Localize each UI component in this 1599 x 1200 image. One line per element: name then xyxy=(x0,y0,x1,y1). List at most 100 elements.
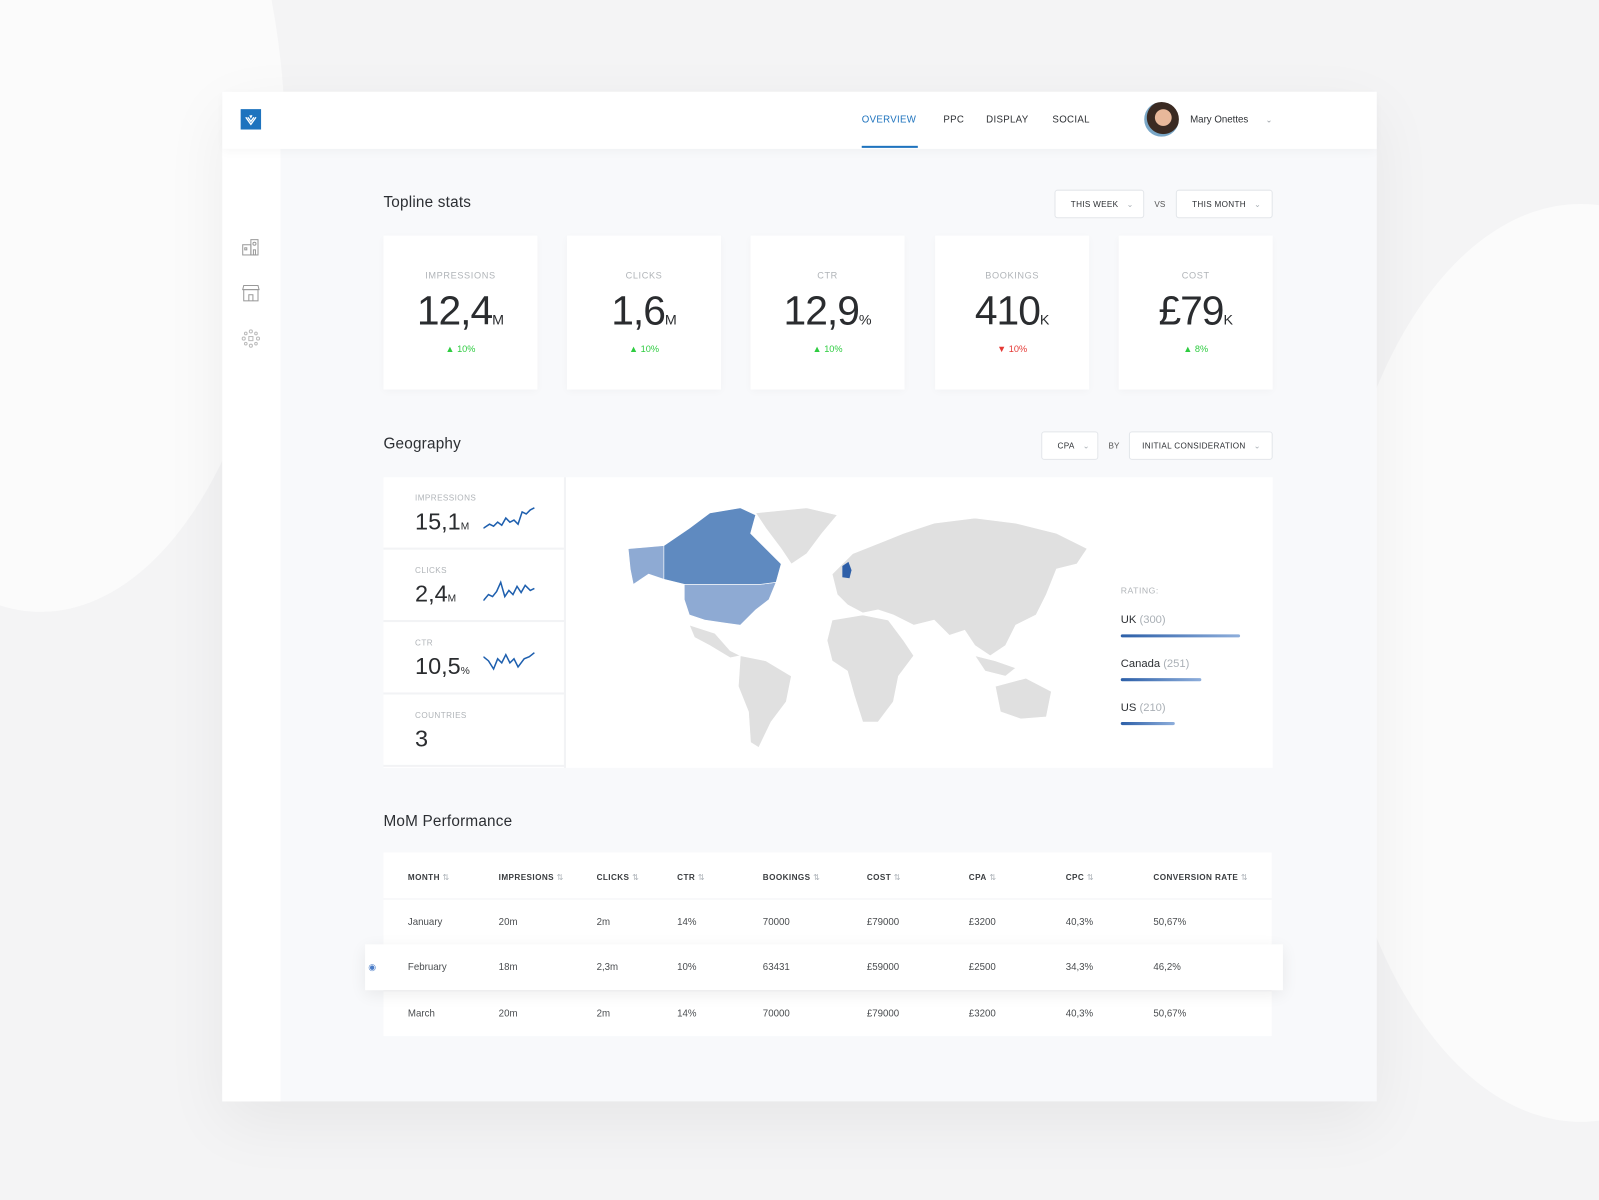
sort-icon[interactable]: ⇅ xyxy=(891,872,902,883)
avatar[interactable] xyxy=(1144,101,1179,137)
geo-stat-unit: % xyxy=(460,665,470,678)
rating-bar xyxy=(1120,678,1202,682)
nav-ppc[interactable]: PPC xyxy=(943,114,965,126)
rating-item-canada: Canada (251) xyxy=(1120,657,1202,682)
sparkline xyxy=(483,507,535,529)
network-icon[interactable] xyxy=(241,328,261,348)
table-cell: February xyxy=(407,961,447,973)
stat-card-clicks[interactable]: CLICKS 1,6M ▲ 10% xyxy=(567,235,721,390)
period-a-dropdown[interactable]: THIS WEEK ⌄ xyxy=(1054,189,1145,219)
chevron-down-icon: ⌄ xyxy=(1082,441,1090,451)
stat-value: 410K xyxy=(935,289,1089,335)
store-icon[interactable] xyxy=(241,282,261,302)
rating-name: UK (300) xyxy=(1121,614,1240,626)
stat-number: £79 xyxy=(1158,288,1224,334)
geo-stat-value: 3 xyxy=(415,725,428,753)
geo-stat-number: 3 xyxy=(415,725,429,752)
stat-value: 12,4M xyxy=(383,289,537,335)
table-cell: 40,3% xyxy=(1065,916,1094,929)
geo-stat-value: 15,1M xyxy=(415,508,469,536)
table-cell: £59000 xyxy=(866,961,900,973)
nav-overview[interactable]: OVERVIEW xyxy=(861,114,917,126)
stat-number: 410 xyxy=(974,288,1041,334)
sort-icon[interactable]: ⇅ xyxy=(1084,872,1095,883)
column-header-clicks[interactable]: CLICKS ⇅ xyxy=(597,873,640,882)
chevron-down-icon[interactable]: ⌄ xyxy=(1265,115,1273,125)
table-cell: 2,3m xyxy=(596,961,619,973)
geography-panel: IMPRESSIONS 15,1M CLICKS 2,4M CTR 10,5% COUNTR… xyxy=(383,477,1273,768)
building-icon[interactable] xyxy=(241,237,261,257)
stat-label: CLICKS xyxy=(625,270,663,281)
stat-card-impressions[interactable]: IMPRESSIONS 12,4M ▲ 10% xyxy=(383,235,538,390)
table-cell: 14% xyxy=(677,916,697,929)
nav-social[interactable]: SOCIAL xyxy=(1052,114,1090,126)
rating-item-uk: UK (300) xyxy=(1120,614,1241,638)
stat-card-ctr[interactable]: CTR 12,9% ▲ 10% xyxy=(750,235,905,390)
rating-label: RATING: xyxy=(1120,585,1159,596)
stat-number: 12,9 xyxy=(783,288,860,334)
column-header-cpc[interactable]: CPC ⇅ xyxy=(1066,873,1094,882)
stat-card-bookings[interactable]: BOOKINGS 410K ▼ 10% xyxy=(935,235,1090,390)
column-header-impresions[interactable]: IMPRESIONS ⇅ xyxy=(499,873,564,882)
stat-number: 1,6 xyxy=(611,288,666,334)
stat-label: COST xyxy=(1181,270,1210,281)
geo-stat-unit: M xyxy=(460,521,470,533)
period-b-dropdown[interactable]: THIS MONTH ⌄ xyxy=(1175,189,1273,219)
table-cell: 70000 xyxy=(762,1008,790,1020)
column-header-bookings[interactable]: BOOKINGS ⇅ xyxy=(763,873,821,882)
column-label: CLICKS xyxy=(596,872,630,883)
table-row[interactable]: ◉ February 18m 2,3m 10% 63431 £59000 £2500 34,3%… xyxy=(365,944,1283,991)
dimension-value: INITIAL CONSIDERATION xyxy=(1142,441,1246,451)
user-name[interactable]: Mary Onettes xyxy=(1190,114,1249,126)
sort-icon[interactable]: ⇅ xyxy=(695,872,706,883)
stat-label: CTR xyxy=(817,270,838,281)
column-label: MONTH xyxy=(407,872,440,883)
sort-icon[interactable]: ⇅ xyxy=(1238,872,1249,883)
metric-value: CPA xyxy=(1057,441,1075,451)
stat-change-value: 10% xyxy=(640,343,660,354)
sort-icon[interactable]: ⇅ xyxy=(810,872,821,883)
stat-unit: M xyxy=(664,311,677,328)
table-row[interactable]: January 20m 2m 14% 70000 £79000 £3200 40,3% 50,6… xyxy=(383,898,1272,944)
chevron-down-icon: ⌄ xyxy=(1126,199,1134,209)
dimension-dropdown[interactable]: INITIAL CONSIDERATION ⌄ xyxy=(1128,431,1273,460)
world-map[interactable] xyxy=(587,503,1097,748)
sort-icon[interactable]: ⇅ xyxy=(629,872,640,883)
geo-stat-value: 10,5% xyxy=(415,653,470,681)
mom-table: MONTH ⇅ IMPRESIONS ⇅ CLICKS ⇅ CTR ⇅ BOOKINGS… xyxy=(365,852,1283,1037)
table-cell: 2m xyxy=(596,916,611,929)
stat-change: ▲ 10% xyxy=(751,344,905,354)
column-header-ctr[interactable]: CTR ⇅ xyxy=(677,873,705,882)
arrow-up-icon: ▲ xyxy=(445,343,458,354)
metric-dropdown[interactable]: CPA ⌄ xyxy=(1041,431,1099,460)
logo-icon[interactable] xyxy=(240,109,262,130)
top-header: OVERVIEW PPC DISPLAY SOCIAL Mary Onettes… xyxy=(222,91,1377,149)
geo-stat-unit: M xyxy=(447,593,457,605)
eye-icon[interactable]: ◉ xyxy=(365,959,380,974)
table-row[interactable]: March 20m 2m 14% 70000 £79000 £3200 40,3% 50,67% xyxy=(383,990,1272,1036)
table-cell: £3200 xyxy=(968,916,996,929)
stat-change-value: 10% xyxy=(457,343,476,354)
chevron-down-icon: ⌄ xyxy=(1254,199,1262,209)
column-header-cost[interactable]: COST ⇅ xyxy=(867,873,901,882)
table-cell: 50,67% xyxy=(1153,916,1187,929)
europe-asia xyxy=(831,517,1088,657)
column-label: COST xyxy=(866,872,892,883)
stat-change: ▼ 10% xyxy=(935,344,1089,354)
geography-title: Geography xyxy=(383,435,461,453)
sidebar xyxy=(222,148,281,1102)
sort-icon[interactable]: ⇅ xyxy=(439,872,450,883)
stat-card-cost[interactable]: COST £79K ▲ 8% xyxy=(1118,235,1273,390)
stat-change: ▲ 10% xyxy=(383,344,537,354)
nav-display[interactable]: DISPLAY xyxy=(986,114,1029,126)
map-canada xyxy=(663,507,782,585)
rating-score: (251) xyxy=(1163,657,1190,671)
column-header-cpa[interactable]: CPA ⇅ xyxy=(969,873,997,882)
sort-icon[interactable]: ⇅ xyxy=(553,872,564,883)
table-cell: 46,2% xyxy=(1153,961,1181,973)
sort-icon[interactable]: ⇅ xyxy=(986,872,997,883)
column-header-month[interactable]: MONTH ⇅ xyxy=(408,873,450,882)
table-cell: £79000 xyxy=(866,1008,900,1020)
arrow-down-icon: ▼ xyxy=(997,343,1009,354)
column-header-conversion-rate[interactable]: CONVERSION RATE ⇅ xyxy=(1153,873,1248,882)
